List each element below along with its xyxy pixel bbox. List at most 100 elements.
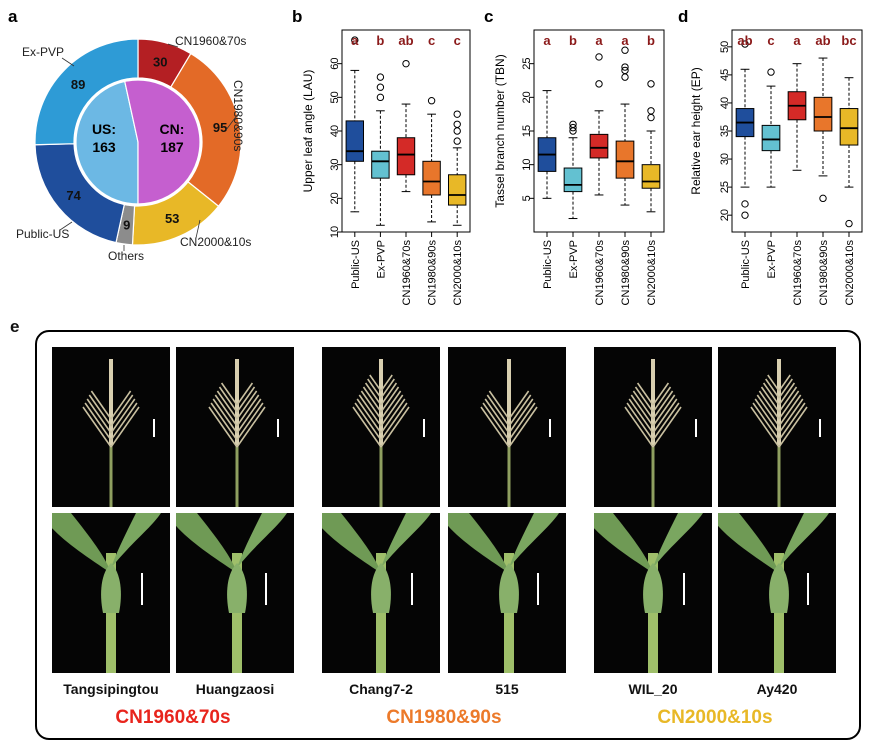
tassel-drawing bbox=[352, 359, 425, 507]
donut-inner-ring: US: 163 CN: 187 bbox=[75, 79, 201, 205]
box-iqr bbox=[422, 160, 441, 196]
y-tick-label: 30 bbox=[329, 159, 341, 171]
tassel-branch bbox=[380, 390, 402, 420]
stem-photo-wil-20 bbox=[594, 513, 712, 673]
slice-value-cn1960-70s: 30 bbox=[153, 55, 167, 70]
tassel-branch bbox=[236, 394, 260, 427]
box-iqr bbox=[839, 108, 859, 146]
outlier-point bbox=[376, 93, 385, 102]
significance-letter: c bbox=[454, 33, 461, 48]
x-tick-label: Public-US bbox=[740, 240, 752, 289]
outlier-point bbox=[621, 73, 629, 81]
y-tick-label: 20 bbox=[329, 192, 341, 204]
box-cn1980-90s: a CN1980&90s bbox=[615, 33, 635, 305]
slice-value-public-us: 74 bbox=[66, 188, 81, 203]
box-iqr bbox=[589, 133, 609, 159]
tassel-branch bbox=[765, 378, 780, 399]
stem-photo-515 bbox=[448, 513, 566, 673]
label-ex-pvp: Ex-PVP bbox=[22, 45, 64, 59]
x-tick-label: CN1960&70s bbox=[401, 240, 413, 306]
tassel-branch bbox=[632, 390, 654, 420]
tassel-branch bbox=[110, 406, 140, 448]
tassel-branch bbox=[754, 398, 780, 434]
x-tick-label: Ex-PVP bbox=[375, 240, 387, 279]
tassel-branch bbox=[380, 386, 400, 413]
outlier-point bbox=[351, 36, 359, 44]
significance-letter: c bbox=[767, 33, 774, 48]
tassel-branch bbox=[380, 406, 410, 448]
inner-value-us: 163 bbox=[92, 139, 116, 155]
tassel-branch bbox=[626, 402, 654, 441]
label-connector bbox=[195, 219, 201, 239]
tassel-branch bbox=[652, 382, 670, 406]
y-tick-label: 10 bbox=[329, 226, 341, 238]
tassel-branch bbox=[369, 374, 382, 392]
box-cn1980-90s: c CN1980&90s bbox=[422, 33, 441, 305]
x-tick-label: Ex-PVP bbox=[766, 240, 778, 279]
tassel-branch bbox=[210, 402, 238, 441]
slice-value-cn1980-90s: 95 bbox=[213, 120, 227, 135]
tassel-branch bbox=[82, 406, 112, 448]
tassel-branch bbox=[767, 374, 780, 392]
outlier-point bbox=[647, 107, 655, 115]
leaf bbox=[176, 513, 237, 573]
tassel-branch bbox=[356, 398, 382, 434]
x-tick-label: CN2000&10s bbox=[844, 240, 856, 306]
panel-e-letter: e bbox=[10, 317, 20, 336]
stem-drawing bbox=[322, 513, 431, 673]
leaf bbox=[448, 513, 509, 573]
tassel-branch bbox=[358, 394, 382, 427]
inner-value-cn: 187 bbox=[160, 139, 184, 155]
outlier-point bbox=[569, 123, 577, 132]
plant-name-ay420: Ay420 bbox=[756, 681, 798, 697]
box-iqr bbox=[447, 174, 467, 206]
tassel-branch bbox=[110, 390, 132, 420]
tassel-branch bbox=[652, 386, 672, 413]
y-axis-label: Tassel branch number (TBN) bbox=[493, 54, 507, 207]
y-tick-label: 25 bbox=[521, 58, 533, 70]
y-tick-label: 60 bbox=[329, 58, 341, 70]
y-tick-label: 5 bbox=[521, 195, 533, 201]
box-iqr bbox=[761, 124, 781, 152]
stem-drawing bbox=[448, 513, 559, 673]
tassel-branch bbox=[352, 406, 382, 448]
tassel-branch bbox=[750, 406, 780, 448]
y-tick-label: 40 bbox=[329, 125, 341, 137]
stem-photo-tangsipingtou bbox=[52, 513, 170, 673]
tassel-branch bbox=[380, 374, 393, 392]
tassel-branch bbox=[634, 386, 654, 413]
box-iqr bbox=[563, 167, 583, 193]
panel-e-frame bbox=[35, 330, 861, 740]
donut-outer-ring: 30 95 53 9 74 89 bbox=[34, 38, 242, 246]
tassel-branch bbox=[480, 406, 510, 448]
tassel-branch bbox=[380, 378, 395, 399]
label-cn2000-10s: CN2000&10s bbox=[180, 235, 251, 249]
tassel-branch bbox=[110, 394, 134, 427]
tassel-branch bbox=[364, 382, 382, 406]
tassel-branch bbox=[508, 402, 536, 441]
panel-d-boxplot: d 20 25 30 35 40 45 50 Relative ear height (EP)… bbox=[678, 7, 863, 306]
leaf bbox=[653, 513, 703, 568]
outlier-point bbox=[647, 80, 655, 88]
y-tick-label: 35 bbox=[719, 125, 731, 137]
x-tick-label: Ex-PVP bbox=[568, 240, 580, 279]
box-ex-pvp: c Ex-PVP bbox=[761, 33, 781, 279]
significance-letter: a bbox=[595, 33, 603, 48]
tassel-branch bbox=[354, 402, 382, 441]
label-connector bbox=[225, 113, 239, 131]
x-tick-label: CN1960&70s bbox=[792, 240, 804, 306]
outlier-point bbox=[376, 83, 385, 91]
tassel-branch bbox=[762, 382, 780, 406]
tassel-branch bbox=[367, 378, 382, 399]
tassel-branch bbox=[760, 386, 780, 413]
tassel-branch bbox=[360, 390, 382, 420]
outlier-point bbox=[453, 110, 461, 118]
y-tick-label: 45 bbox=[719, 69, 731, 81]
plant-name-chang7-2: Chang7-2 bbox=[349, 681, 413, 697]
leaf-sheath bbox=[499, 563, 519, 613]
tassel-branch bbox=[652, 394, 676, 427]
inner-label-cn: CN: bbox=[160, 121, 185, 137]
outlier-point bbox=[621, 66, 629, 75]
plant-name-wil-20: WIL_20 bbox=[628, 681, 678, 697]
label-connector bbox=[167, 43, 179, 48]
